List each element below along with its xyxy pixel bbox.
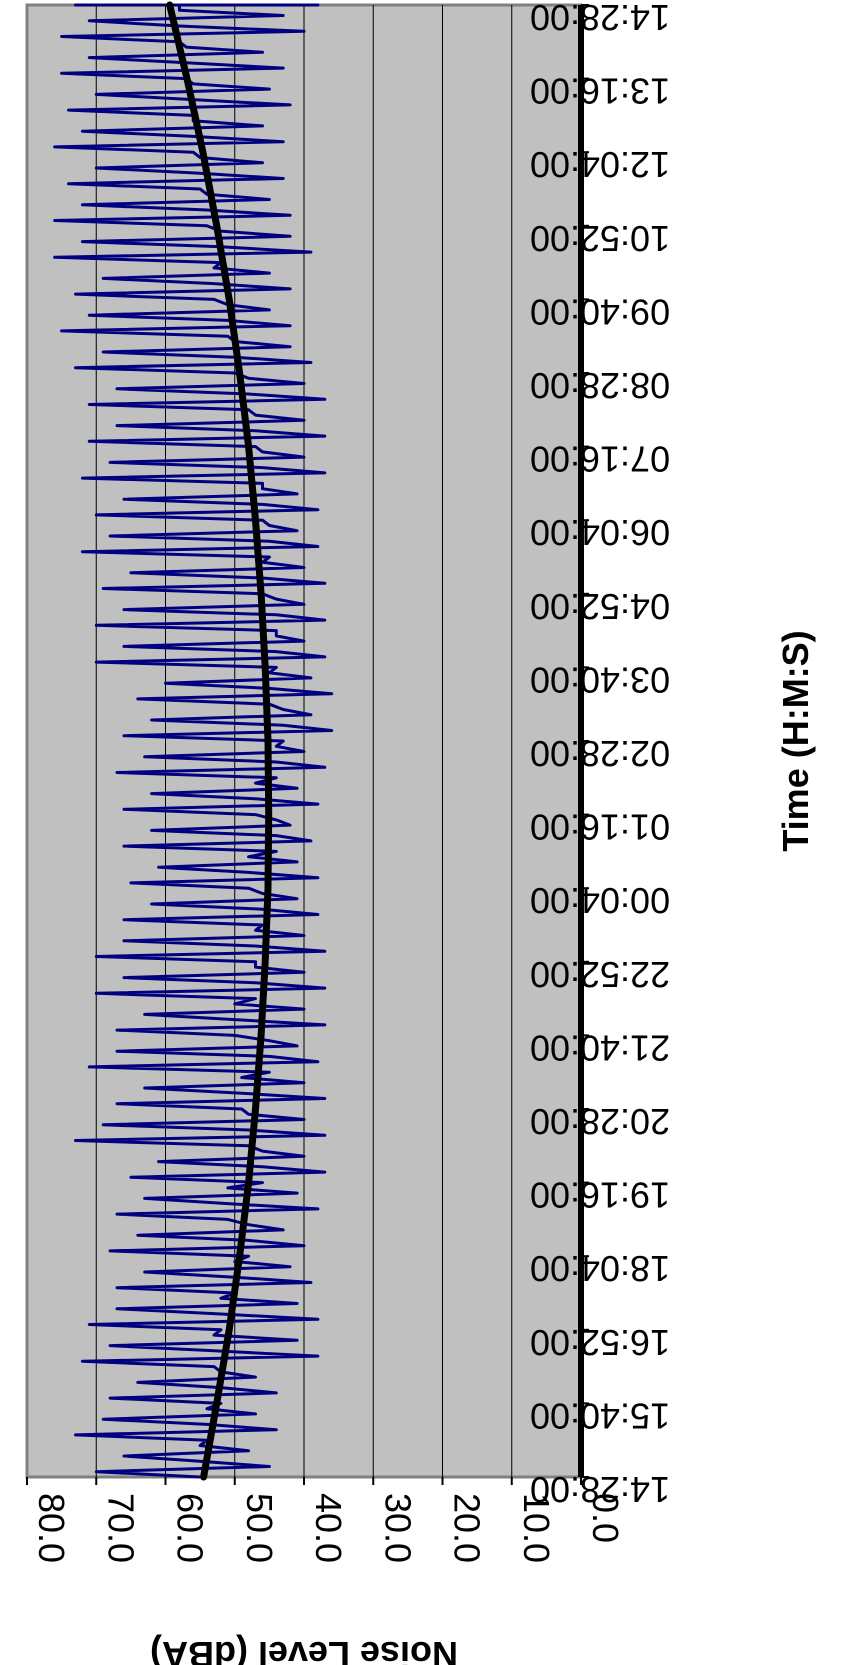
x-tick-label: 06:04:00	[530, 512, 670, 553]
x-tick-label: 09:40:00	[530, 291, 670, 332]
x-tick-label: 14:28:00	[530, 1469, 670, 1510]
gridlines	[95, 5, 513, 1477]
x-tick-label: 08:28:00	[530, 365, 670, 406]
x-tick-label: 10:52:00	[530, 218, 670, 259]
noise-series-line	[53, 3, 334, 1479]
x-tick-label: 21:40:00	[530, 1027, 670, 1068]
x-tick-label: 02:28:00	[530, 733, 670, 774]
series-layer	[53, 1, 334, 1481]
y-tick-label: 20.0	[447, 1493, 488, 1563]
trend-line	[166, 1, 273, 1481]
x-tick-label: 12:04:00	[530, 144, 670, 185]
x-tick-label: 15:40:00	[530, 1395, 670, 1436]
x-tick-label: 19:16:00	[530, 1175, 670, 1216]
x-tick-label: 22:52:00	[530, 954, 670, 995]
y-tick-label: 50.0	[239, 1493, 280, 1563]
y-tick-label: 60.0	[170, 1493, 211, 1563]
y-tick-label: 70.0	[100, 1493, 141, 1563]
x-tick-label: 18:04:00	[530, 1248, 670, 1289]
y-tick-label: 80.0	[31, 1493, 72, 1563]
y-tick-label: 0.0	[585, 1493, 626, 1543]
x-tick-label: 20:28:00	[530, 1101, 670, 1142]
x-tick-label: 07:16:00	[530, 439, 670, 480]
x-tick-label: 14:28:00	[530, 0, 670, 38]
x-axis-title: Time (H:M:S)	[775, 630, 816, 851]
y-tick-label: 30.0	[377, 1493, 418, 1563]
y-tick-label: 10.0	[516, 1493, 557, 1563]
x-tick-label: 00:04:00	[530, 880, 670, 921]
x-tick-label: 03:40:00	[530, 659, 670, 700]
x-tick-label: 01:16:00	[530, 807, 670, 848]
x-tick-label: 04:52:00	[530, 586, 670, 627]
y-tick-label: 40.0	[308, 1493, 349, 1563]
x-tick-label: 13:16:00	[530, 71, 670, 112]
x-tick-labels: 14:28:00 15:40:00 16:52:00 18:04:00 19:16:00…	[530, 0, 670, 1510]
x-tick-label: 16:52:00	[530, 1322, 670, 1363]
y-tick-labels: 0.0 10.0 20.0 30.0 40.0 50.0 60.0 70.0 80.0	[31, 1493, 626, 1563]
y-axis-title: Noise Level (dBA)	[150, 1634, 458, 1665]
